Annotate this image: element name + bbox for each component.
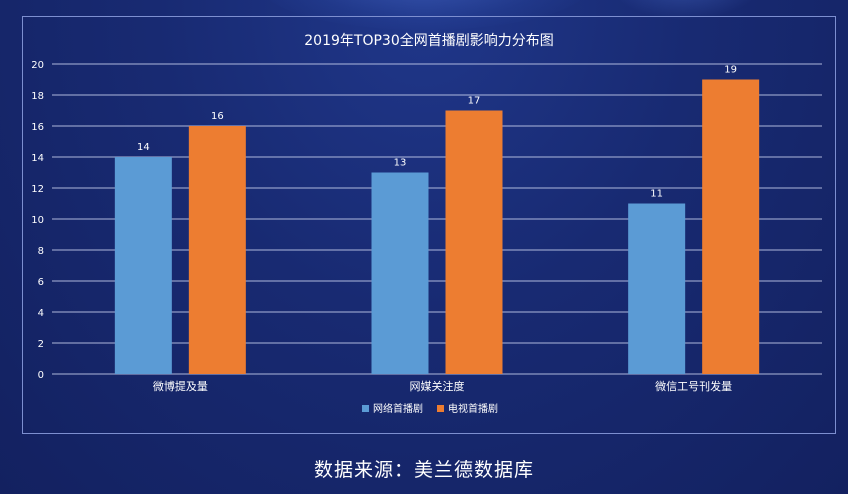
data-label: 17 xyxy=(468,96,481,107)
y-tick-label: 0 xyxy=(38,370,44,381)
bar xyxy=(628,203,686,374)
data-label: 13 xyxy=(394,158,407,169)
y-tick-label: 2 xyxy=(38,339,44,350)
y-tick-label: 10 xyxy=(31,215,44,226)
data-label: 11 xyxy=(650,189,663,200)
data-label: 16 xyxy=(211,111,224,122)
gridlines xyxy=(52,63,822,375)
x-tick-label: 网媒关注度 xyxy=(410,379,465,393)
bar xyxy=(371,172,429,374)
data-label: 14 xyxy=(137,142,150,153)
y-tick-label: 18 xyxy=(31,91,44,102)
x-tick-label: 微博提及量 xyxy=(153,379,208,393)
y-axis-ticks: 0 2 4 6 8 10 12 14 16 18 20 xyxy=(31,60,44,381)
decorative-glow-top-right xyxy=(610,0,760,20)
legend-label: 电视首播剧 xyxy=(448,402,498,415)
y-tick-label: 8 xyxy=(38,246,44,257)
y-tick-label: 14 xyxy=(31,153,44,164)
y-tick-label: 12 xyxy=(31,184,44,195)
bar xyxy=(188,126,246,374)
chart-frame xyxy=(22,16,836,434)
data-labels: 14 16 13 17 11 19 xyxy=(137,65,737,200)
y-tick-label: 6 xyxy=(38,277,44,288)
legend-label: 网络首播剧 xyxy=(373,402,423,415)
x-axis-ticks: 微博提及量 网媒关注度 微信工号刊发量 xyxy=(153,379,732,393)
chart-title: 2019年TOP30全网首播剧影响力分布图 xyxy=(304,32,553,49)
bars xyxy=(114,79,760,374)
data-label: 19 xyxy=(724,65,737,76)
legend: 网络首播剧 电视首播剧 xyxy=(362,402,498,415)
y-tick-label: 16 xyxy=(31,122,44,133)
data-source-caption: 数据来源：美兰德数据库 xyxy=(313,459,534,481)
bar xyxy=(702,79,760,374)
legend-swatch xyxy=(437,405,444,412)
y-tick-label: 20 xyxy=(31,60,44,71)
y-tick-label: 4 xyxy=(38,308,44,319)
legend-swatch xyxy=(362,405,369,412)
bar xyxy=(445,110,503,374)
x-tick-label: 微信工号刊发量 xyxy=(655,379,732,393)
bar xyxy=(114,157,172,374)
